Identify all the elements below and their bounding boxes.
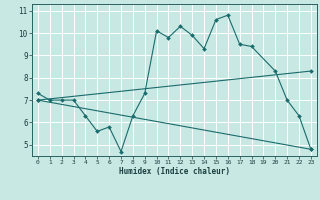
X-axis label: Humidex (Indice chaleur): Humidex (Indice chaleur) xyxy=(119,167,230,176)
